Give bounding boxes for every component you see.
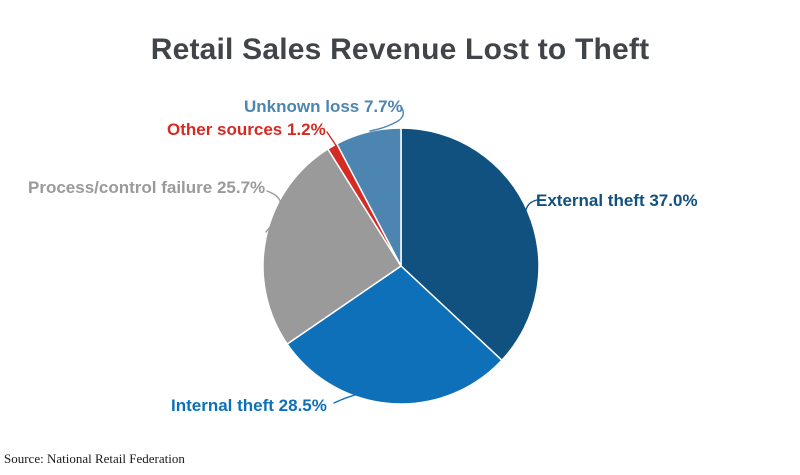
pie-slice-unknown-loss: [335, 127, 402, 267]
leader-line-process-control-failure: [265, 190, 282, 233]
pie-slices-group: [262, 127, 540, 405]
slice-label-internal-theft: Internal theft 28.5%: [171, 396, 327, 415]
leader-line-other-sources: [326, 131, 338, 148]
slice-label-process-control-failure: Process/control failure 25.7%: [28, 178, 266, 197]
slice-label-other-sources: Other sources 1.2%: [167, 120, 326, 139]
slice-label-unknown-loss: Unknown loss 7.7%: [244, 97, 403, 116]
slice-label-external-theft: External theft 37.0%: [536, 191, 698, 210]
chart-title: Retail Sales Revenue Lost to Theft: [150, 33, 650, 66]
leader-line-internal-theft: [333, 390, 394, 404]
pie-slice-process-control-failure: [262, 147, 403, 346]
leader-line-unknown-loss: [369, 107, 405, 132]
source-note: Source: National Retail Federation: [4, 451, 185, 466]
pie-slice-internal-theft: [286, 265, 503, 405]
leader-line-external-theft: [525, 199, 538, 211]
leader-lines-group: [265, 107, 538, 404]
pie-slice-external-theft: [400, 127, 540, 362]
